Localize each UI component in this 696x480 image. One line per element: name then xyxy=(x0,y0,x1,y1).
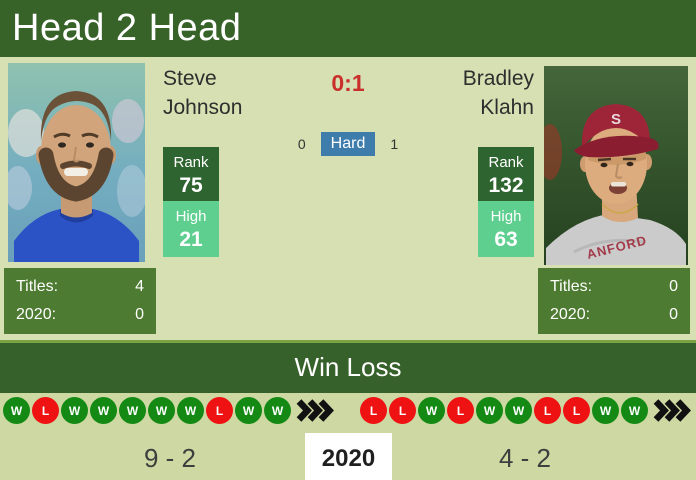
right-rank-current: Rank 132 xyxy=(478,147,534,201)
titles-row: Titles: 4 xyxy=(16,278,144,296)
form-result-l[interactable]: L xyxy=(206,397,233,424)
right-player-photo: ANFORD S xyxy=(544,66,688,265)
surface-badge: Hard xyxy=(320,132,376,156)
year-titles-row: 2020: 0 xyxy=(550,306,678,324)
rank-value: 132 xyxy=(488,174,524,197)
left-winloss-record: 9 - 2 xyxy=(143,443,197,473)
left-rank-high: High 21 xyxy=(163,201,219,257)
left-rank-current: Rank 75 xyxy=(163,147,219,201)
right-player-name: Bradley Klahn xyxy=(462,67,534,119)
form-result-w[interactable]: W xyxy=(177,397,204,424)
form-result-l[interactable]: L xyxy=(563,397,590,424)
form-result-w[interactable]: W xyxy=(61,397,88,424)
h2h-score: 0:1 xyxy=(331,70,365,96)
left-titles-box: Titles: 4 2020: 0 xyxy=(4,268,156,334)
titles-label: Titles: xyxy=(550,278,593,295)
form-result-l[interactable]: L xyxy=(32,397,59,424)
right-rank-high: High 63 xyxy=(478,201,534,257)
form-result-w[interactable]: W xyxy=(476,397,503,424)
more-results-right-icon[interactable] xyxy=(653,397,691,424)
rank-value: 75 xyxy=(179,174,203,197)
rank-label: Rank xyxy=(173,154,209,171)
rank-label: Rank xyxy=(488,154,524,171)
form-result-l[interactable]: L xyxy=(360,397,387,424)
winloss-section-title: Win Loss xyxy=(0,340,696,393)
year-badge: 2020 xyxy=(305,433,392,480)
form-result-w[interactable]: W xyxy=(264,397,291,424)
left-rank-box: Rank 75 High 21 xyxy=(163,147,219,257)
right-winloss-record: 4 - 2 xyxy=(498,443,552,473)
year-titles-row: 2020: 0 xyxy=(16,306,144,324)
more-results-left-icon[interactable] xyxy=(296,397,334,424)
form-result-l[interactable]: L xyxy=(389,397,416,424)
high-label: High xyxy=(175,208,207,225)
high-value: 21 xyxy=(179,228,203,251)
left-player-photo xyxy=(8,63,145,262)
surface-left-wins: 0 xyxy=(297,136,306,152)
form-result-w[interactable]: W xyxy=(148,397,175,424)
form-result-w[interactable]: W xyxy=(3,397,30,424)
right-titles-box: Titles: 0 2020: 0 xyxy=(538,268,690,334)
right-rank-box: Rank 132 High 63 xyxy=(478,147,534,257)
left-player-name: Steve Johnson xyxy=(163,67,243,119)
surface-record: 0 Hard 1 xyxy=(248,132,448,156)
form-result-l[interactable]: L xyxy=(534,397,561,424)
form-result-w[interactable]: W xyxy=(418,397,445,424)
surface-right-wins: 1 xyxy=(390,136,399,152)
form-result-w[interactable]: W xyxy=(235,397,262,424)
titles-label: Titles: xyxy=(16,278,59,295)
form-result-w[interactable]: W xyxy=(119,397,146,424)
page-title: Head 2 Head xyxy=(0,0,696,57)
high-value: 63 xyxy=(494,228,518,251)
form-result-w[interactable]: W xyxy=(90,397,117,424)
year-titles-value: 0 xyxy=(135,306,144,323)
high-label: High xyxy=(490,208,522,225)
titles-row: Titles: 0 xyxy=(550,278,678,296)
form-result-l[interactable]: L xyxy=(447,397,474,424)
year-label: 2020: xyxy=(550,306,591,323)
titles-value: 0 xyxy=(669,278,678,295)
titles-value: 4 xyxy=(135,278,144,295)
form-result-w[interactable]: W xyxy=(505,397,532,424)
year-label: 2020: xyxy=(16,306,57,323)
year-titles-value: 0 xyxy=(669,306,678,323)
form-result-w[interactable]: W xyxy=(592,397,619,424)
form-result-w[interactable]: W xyxy=(621,397,648,424)
cap-logo-letter: S xyxy=(611,111,621,128)
